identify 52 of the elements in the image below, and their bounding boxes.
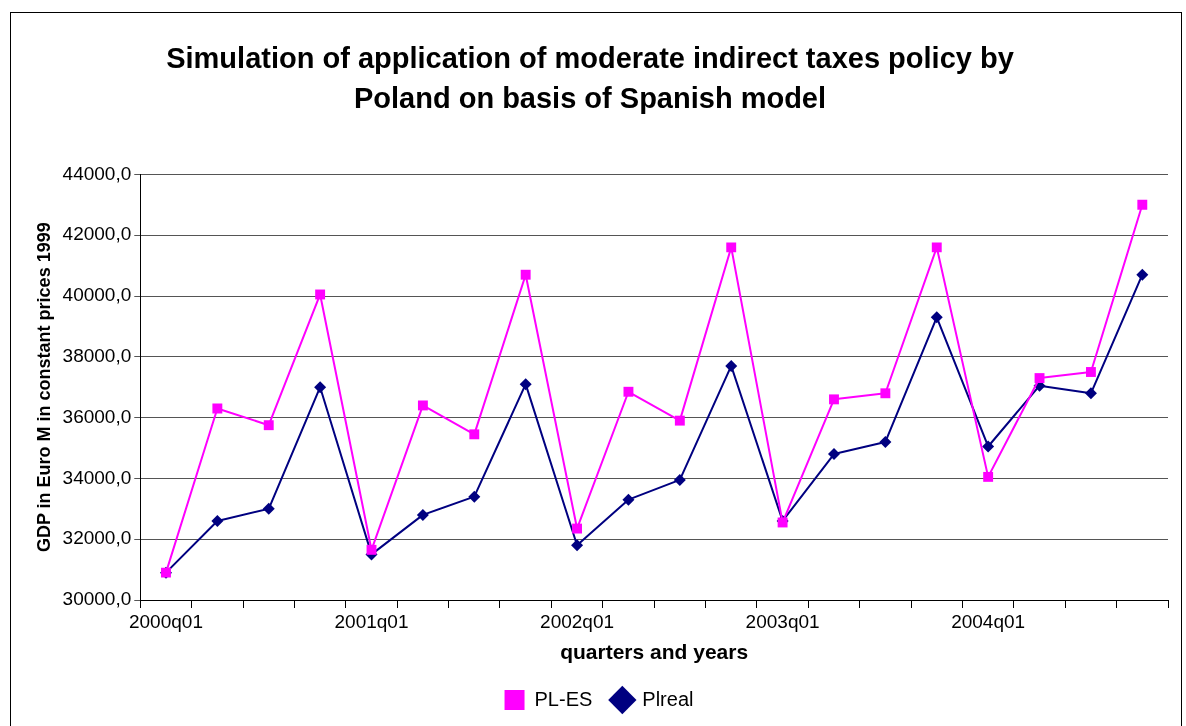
point: [879, 435, 892, 448]
point: [572, 523, 583, 534]
point: [930, 311, 943, 324]
point: [1136, 268, 1149, 281]
point: [314, 381, 327, 394]
point: [366, 544, 377, 555]
y-tick-label: 44000,0: [62, 162, 132, 184]
y-tick-label: 32000,0: [62, 527, 132, 549]
point: [673, 473, 686, 486]
y-tick-label: 34000,0: [62, 466, 132, 488]
legend-label: PL-ES: [534, 687, 593, 710]
point: [469, 429, 480, 440]
x-tick-label: 2001q01: [334, 610, 409, 632]
point: [827, 448, 840, 461]
point: [519, 378, 532, 391]
point: [212, 403, 223, 414]
x-tick-label: 2002q01: [540, 610, 615, 632]
point: [674, 415, 685, 426]
x-tick-label: 2003q01: [745, 610, 820, 632]
point: [1084, 387, 1097, 400]
legend-label: Plreal: [642, 687, 694, 710]
point: [622, 493, 635, 506]
point: [263, 420, 274, 431]
point: [983, 471, 994, 482]
point: [468, 490, 481, 503]
point: [880, 388, 891, 399]
point: [211, 514, 224, 527]
x-tick-label: 2000q01: [128, 610, 203, 632]
point: [725, 359, 738, 372]
point: [623, 386, 634, 397]
x-axis-title: quarters and years: [560, 640, 749, 664]
y-axis-title: GDP in Euro M in constant prices 1999: [33, 222, 54, 553]
point: [520, 269, 531, 280]
point: [726, 242, 737, 253]
point: [829, 394, 839, 405]
point: [262, 502, 275, 515]
x-tick-label: 2004q01: [951, 610, 1026, 632]
chart-title: Simulation of application of moderate indirect taxes policy by Poland on basis of Spanish model: [165, 41, 1015, 116]
point: [1137, 199, 1148, 210]
y-tick-label: 38000,0: [62, 345, 132, 367]
point: [571, 539, 584, 552]
point: [931, 242, 942, 253]
point: [315, 289, 326, 300]
point: [1085, 367, 1096, 377]
point: [417, 400, 428, 411]
y-tick-label: 30000,0: [62, 588, 132, 610]
y-tick-label: 42000,0: [62, 223, 132, 245]
y-tick-label: 36000,0: [62, 405, 132, 427]
point: [1034, 373, 1045, 384]
y-tick-label: 40000,0: [62, 284, 132, 306]
point: [416, 508, 429, 521]
point: [982, 440, 995, 453]
